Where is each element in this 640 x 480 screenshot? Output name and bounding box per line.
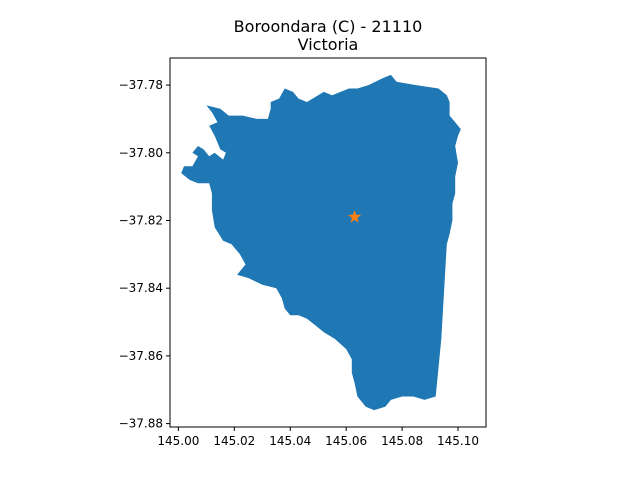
y-tick-label: −37.80 — [119, 146, 163, 160]
chart-subtitle: Victoria — [298, 35, 359, 54]
x-tick-label: 145.06 — [325, 434, 367, 448]
y-axis: −37.78 −37.80 −37.82 −37.84 −37.86 −37.88 — [119, 78, 170, 431]
y-tick-label: −37.86 — [119, 349, 163, 363]
x-tick-label: 145.10 — [437, 434, 479, 448]
centroid-star-marker — [347, 210, 362, 223]
region-polygon — [181, 74, 461, 411]
x-tick-label: 145.08 — [381, 434, 423, 448]
plot-area — [181, 74, 461, 411]
y-tick-label: −37.78 — [119, 78, 163, 92]
axes-frame — [169, 57, 487, 428]
y-tick-label: −37.84 — [119, 281, 163, 295]
x-tick-label: 145.04 — [269, 434, 311, 448]
y-tick-label: −37.88 — [119, 417, 163, 431]
chart-title: Boroondara (C) - 21110 — [234, 17, 423, 36]
x-tick-label: 145.00 — [157, 434, 199, 448]
x-tick-label: 145.02 — [213, 434, 255, 448]
y-tick-label: −37.82 — [119, 213, 163, 227]
x-axis: 145.00 145.02 145.04 145.06 145.08 145.10 — [157, 427, 479, 448]
